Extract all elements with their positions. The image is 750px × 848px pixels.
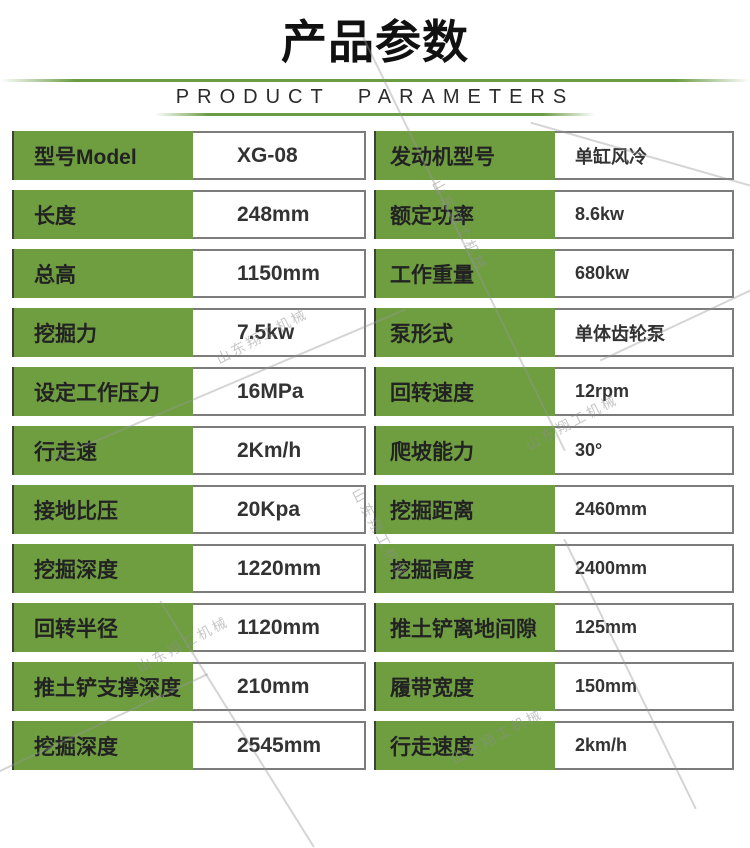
param-value: 210mm — [193, 662, 366, 711]
param-label: 挖掘距离 — [374, 485, 555, 534]
param-value: 20Kpa — [193, 485, 366, 534]
param-value: 1220mm — [193, 544, 366, 593]
param-value: 1150mm — [193, 249, 366, 298]
param-label: 发动机型号 — [374, 131, 555, 180]
param-label: 型号Model — [12, 131, 193, 180]
parameters-table: 型号Model XG-08 发动机型号 单缸风冷 长度 248mm 额定功率 8.6kw 总高 1… — [12, 131, 734, 770]
param-cell-right: 挖掘距离 2460mm — [374, 485, 734, 534]
param-value: 7.5kw — [193, 308, 366, 357]
param-cell-right: 行走速度 2km/h — [374, 721, 734, 770]
param-cell-left: 挖掘深度 1220mm — [12, 544, 366, 593]
param-cell-left: 挖掘深度 2545mm — [12, 721, 366, 770]
table-row: 推土铲支撑深度 210mm 履带宽度 150mm — [12, 662, 734, 711]
param-value: 单体齿轮泵 — [555, 308, 734, 357]
param-value: XG-08 — [193, 131, 366, 180]
table-row: 总高 1150mm 工作重量 680kw — [12, 249, 734, 298]
param-value: 2545mm — [193, 721, 366, 770]
param-value: 12rpm — [555, 367, 734, 416]
param-label: 总高 — [12, 249, 193, 298]
param-cell-left: 长度 248mm — [12, 190, 366, 239]
param-label: 爬坡能力 — [374, 426, 555, 475]
header-divider-top — [0, 79, 750, 82]
param-label: 挖掘深度 — [12, 544, 193, 593]
param-cell-right: 爬坡能力 30° — [374, 426, 734, 475]
param-cell-left: 型号Model XG-08 — [12, 131, 366, 180]
param-value: 2km/h — [555, 721, 734, 770]
table-row: 回转半径 1120mm 推土铲离地间隙 125mm — [12, 603, 734, 652]
param-label: 泵形式 — [374, 308, 555, 357]
table-row: 挖掘深度 1220mm 挖掘高度 2400mm — [12, 544, 734, 593]
table-row: 长度 248mm 额定功率 8.6kw — [12, 190, 734, 239]
param-value: 8.6kw — [555, 190, 734, 239]
header-divider-bottom — [155, 113, 595, 116]
param-value: 680kw — [555, 249, 734, 298]
param-label: 履带宽度 — [374, 662, 555, 711]
param-label: 行走速 — [12, 426, 193, 475]
param-cell-right: 回转速度 12rpm — [374, 367, 734, 416]
param-cell-left: 接地比压 20Kpa — [12, 485, 366, 534]
param-cell-left: 挖掘力 7.5kw — [12, 308, 366, 357]
param-cell-left: 回转半径 1120mm — [12, 603, 366, 652]
param-cell-right: 挖掘高度 2400mm — [374, 544, 734, 593]
param-value: 2400mm — [555, 544, 734, 593]
param-label: 挖掘力 — [12, 308, 193, 357]
param-label: 推土铲离地间隙 — [374, 603, 555, 652]
param-value: 单缸风冷 — [555, 131, 734, 180]
param-label: 回转半径 — [12, 603, 193, 652]
table-row: 行走速 2Km/h 爬坡能力 30° — [12, 426, 734, 475]
param-label: 推土铲支撑深度 — [12, 662, 193, 711]
param-label: 行走速度 — [374, 721, 555, 770]
param-label: 工作重量 — [374, 249, 555, 298]
param-cell-left: 行走速 2Km/h — [12, 426, 366, 475]
param-label: 长度 — [12, 190, 193, 239]
param-label: 挖掘高度 — [374, 544, 555, 593]
param-value: 125mm — [555, 603, 734, 652]
table-row: 型号Model XG-08 发动机型号 单缸风冷 — [12, 131, 734, 180]
param-label: 额定功率 — [374, 190, 555, 239]
table-row: 接地比压 20Kpa 挖掘距离 2460mm — [12, 485, 734, 534]
table-row: 挖掘深度 2545mm 行走速度 2km/h — [12, 721, 734, 770]
param-value: 1120mm — [193, 603, 366, 652]
param-value: 16MPa — [193, 367, 366, 416]
param-cell-right: 履带宽度 150mm — [374, 662, 734, 711]
table-row: 挖掘力 7.5kw 泵形式 单体齿轮泵 — [12, 308, 734, 357]
param-label: 回转速度 — [374, 367, 555, 416]
page-subtitle: PRODUCT PARAMETERS — [175, 86, 575, 108]
param-label: 接地比压 — [12, 485, 193, 534]
page-header: 产品参数 PRODUCT PARAMETERS — [0, 14, 750, 116]
table-row: 设定工作压力 16MPa 回转速度 12rpm — [12, 367, 734, 416]
page-title: 产品参数 — [281, 16, 469, 68]
param-cell-right: 发动机型号 单缸风冷 — [374, 131, 734, 180]
param-value: 2Km/h — [193, 426, 366, 475]
param-value: 2460mm — [555, 485, 734, 534]
param-cell-left: 设定工作压力 16MPa — [12, 367, 366, 416]
param-value: 150mm — [555, 662, 734, 711]
param-value: 30° — [555, 426, 734, 475]
param-cell-right: 工作重量 680kw — [374, 249, 734, 298]
param-value: 248mm — [193, 190, 366, 239]
param-label: 挖掘深度 — [12, 721, 193, 770]
param-cell-left: 推土铲支撑深度 210mm — [12, 662, 366, 711]
param-cell-right: 额定功率 8.6kw — [374, 190, 734, 239]
param-cell-right: 推土铲离地间隙 125mm — [374, 603, 734, 652]
param-cell-right: 泵形式 单体齿轮泵 — [374, 308, 734, 357]
param-cell-left: 总高 1150mm — [12, 249, 366, 298]
param-label: 设定工作压力 — [12, 367, 193, 416]
